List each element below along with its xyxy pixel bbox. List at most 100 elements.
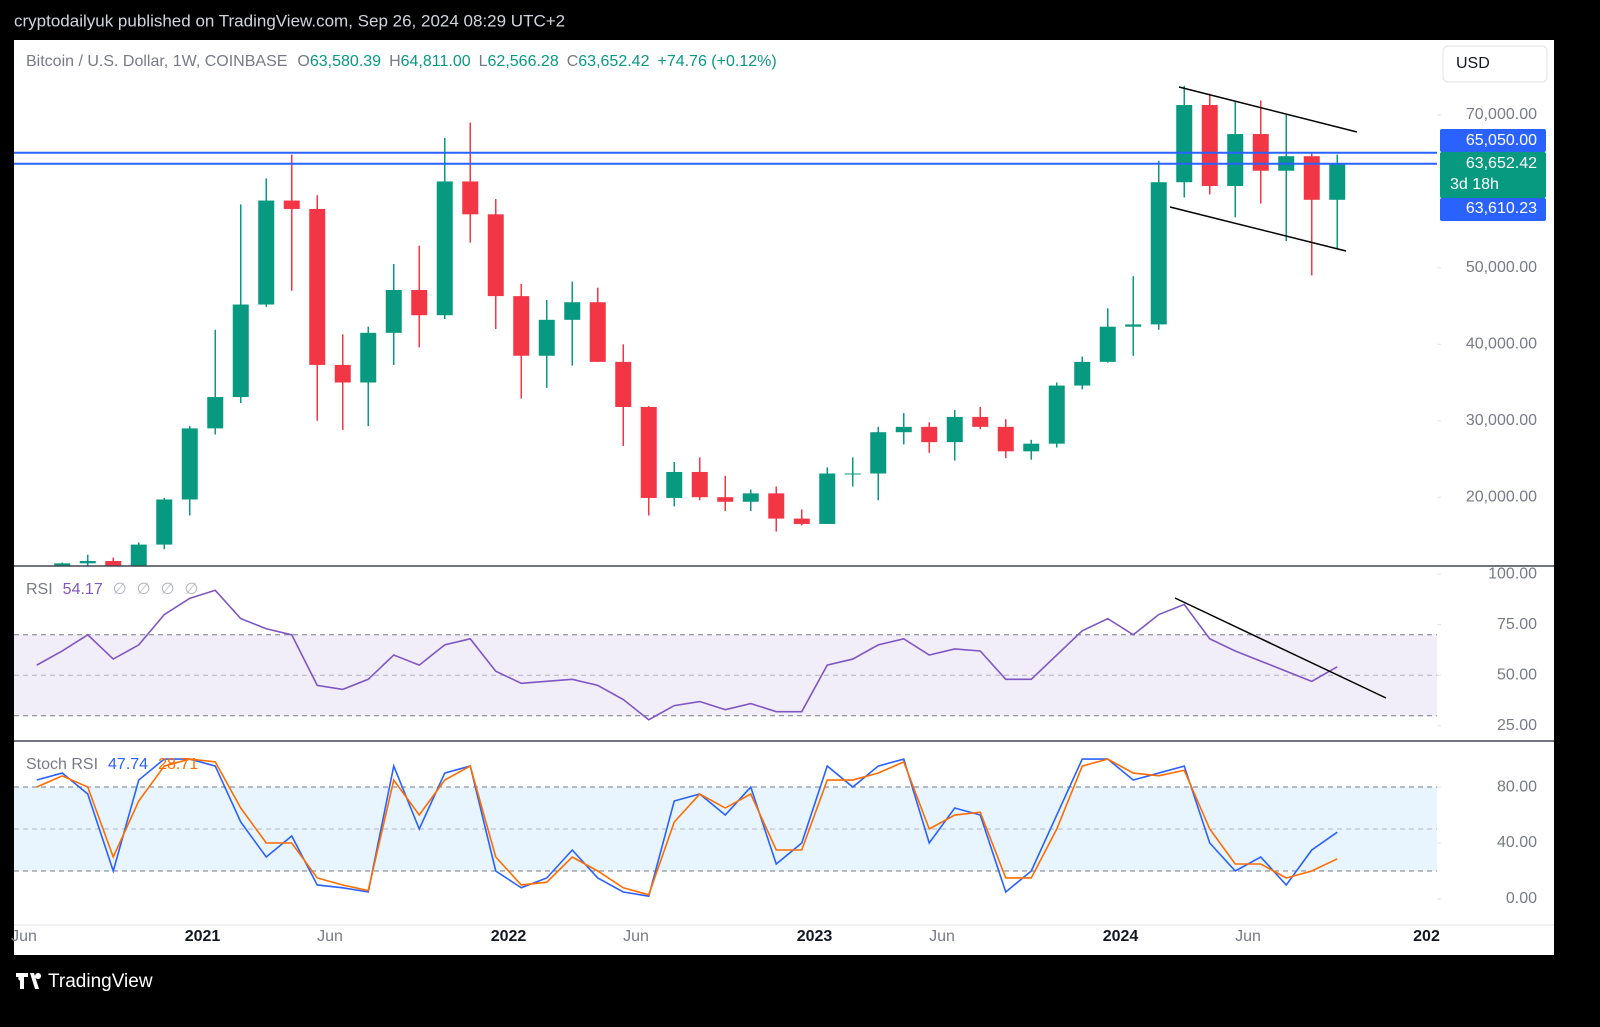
legend-part: O xyxy=(297,53,309,70)
hline-price-box xyxy=(1440,198,1546,221)
legend-part: C xyxy=(567,53,579,70)
candle-body xyxy=(411,290,428,316)
y-tick-label: 75.00 xyxy=(1497,616,1537,633)
currency-label[interactable]: USD xyxy=(1456,55,1490,72)
candle-body xyxy=(768,493,785,519)
legend-part: H xyxy=(389,53,401,70)
candle-body xyxy=(640,406,657,498)
candle-body xyxy=(946,416,963,443)
candle-body xyxy=(334,364,351,383)
legend-part: ∅ xyxy=(185,581,199,598)
candle-body xyxy=(666,471,683,498)
x-tick-label: 2023 xyxy=(797,928,833,945)
candle-body xyxy=(1176,104,1193,183)
y-tick-label: 40.00 xyxy=(1497,834,1537,851)
candle-body xyxy=(79,561,96,564)
hline-price-label: 65,050.00 xyxy=(1466,132,1537,149)
legend-part: 47.74 xyxy=(108,756,148,773)
legend-part: 63,652.42 xyxy=(578,53,649,70)
currency-button[interactable] xyxy=(1442,45,1548,83)
legend-part: ∅ xyxy=(137,581,151,598)
logo-icon xyxy=(16,973,42,989)
candle-body xyxy=(1048,385,1065,444)
legend-part: Bitcoin / U.S. Dollar, 1W, COINBASE xyxy=(26,53,287,70)
legend-part: 28.71 xyxy=(158,756,198,773)
candle-body xyxy=(538,319,555,356)
y-tick-label: 50.00 xyxy=(1497,666,1537,683)
hline-price-label: 63,610.23 xyxy=(1466,200,1537,217)
candle-body xyxy=(895,426,912,433)
y-tick-label: 70,000.00 xyxy=(1466,106,1537,123)
x-tick-label: Jun xyxy=(1235,928,1261,945)
x-tick-label: Jun xyxy=(317,928,343,945)
candle-body xyxy=(436,181,453,316)
candle-body xyxy=(997,426,1014,452)
indicator-legend: RSI 54.17 ∅ ∅ ∅ ∅ xyxy=(26,581,198,598)
legend-part: +74.76 (+0.12%) xyxy=(657,53,776,70)
y-tick-label: 40,000.00 xyxy=(1466,336,1537,353)
legend-part: 64,811.00 xyxy=(401,53,471,70)
candle-body xyxy=(972,416,989,427)
x-tick-label: 2022 xyxy=(491,928,527,945)
indicator-line xyxy=(36,589,1338,721)
candle-body xyxy=(105,561,122,566)
candle-body xyxy=(462,181,479,215)
indicator-line xyxy=(36,758,1338,896)
legend-part: 62,566.28 xyxy=(488,53,559,70)
candle-body xyxy=(819,473,836,524)
candle-body xyxy=(1227,134,1244,187)
y-tick-label: 0.00 xyxy=(1506,890,1537,907)
candle-body xyxy=(513,296,530,356)
candle-body xyxy=(1150,182,1167,325)
indicator-line xyxy=(36,758,1338,898)
x-tick-label: 2024 xyxy=(1103,928,1139,945)
candle-body xyxy=(487,214,504,297)
candle-body xyxy=(1125,324,1142,327)
legend-part: RSI xyxy=(26,581,53,598)
published-line: cryptodailyuk published on TradingView.c… xyxy=(14,11,565,30)
candle-body xyxy=(1099,326,1116,362)
candle-body xyxy=(1201,104,1218,187)
y-tick-label: 30,000.00 xyxy=(1466,412,1537,429)
y-tick-label: 20,000.00 xyxy=(1466,488,1537,505)
candle-body xyxy=(870,432,887,474)
candle-body xyxy=(615,361,632,407)
channel-upper xyxy=(1178,86,1358,133)
candle-body xyxy=(1303,156,1320,200)
candle-body xyxy=(232,304,249,398)
y-tick-label: 80.00 xyxy=(1497,778,1537,795)
candle-body xyxy=(1074,361,1091,386)
price-pane xyxy=(54,85,1346,566)
y-tick-label: 50,000.00 xyxy=(1466,259,1537,276)
legend-part: 54.17 xyxy=(63,581,103,598)
legend-part: L xyxy=(479,53,488,70)
candle-body xyxy=(844,473,861,475)
countdown-label: 3d 18h xyxy=(1450,176,1499,193)
y-tick-label: 25.00 xyxy=(1497,717,1537,734)
channel-lower xyxy=(1169,206,1347,252)
candle-body xyxy=(360,332,377,383)
legend-part: ∅ xyxy=(161,581,175,598)
candle-body xyxy=(921,426,938,443)
rsi-trendline xyxy=(1174,597,1387,699)
indicator-legend: Stoch RSI 47.74 28.71 xyxy=(26,756,198,773)
x-tick-label: Jun xyxy=(929,928,955,945)
candle-body xyxy=(130,544,147,566)
candle-body xyxy=(564,302,581,320)
x-tick-label: Jun xyxy=(623,928,649,945)
candle-body xyxy=(181,428,198,500)
candle-body xyxy=(385,290,402,333)
indicator-pane xyxy=(36,758,1338,898)
candle-body xyxy=(742,493,759,502)
candle-body xyxy=(283,200,300,209)
footer: ᛫ TradingView xyxy=(14,969,153,992)
candle-body xyxy=(793,518,810,524)
x-tick-label: 2021 xyxy=(185,928,221,945)
x-tick-label: Jun xyxy=(11,928,37,945)
last-price-box xyxy=(1440,152,1546,198)
y-tick-label: 100.00 xyxy=(1488,565,1537,582)
candle-body xyxy=(207,397,224,429)
candle-body xyxy=(1023,443,1040,452)
candle-body xyxy=(54,563,71,566)
